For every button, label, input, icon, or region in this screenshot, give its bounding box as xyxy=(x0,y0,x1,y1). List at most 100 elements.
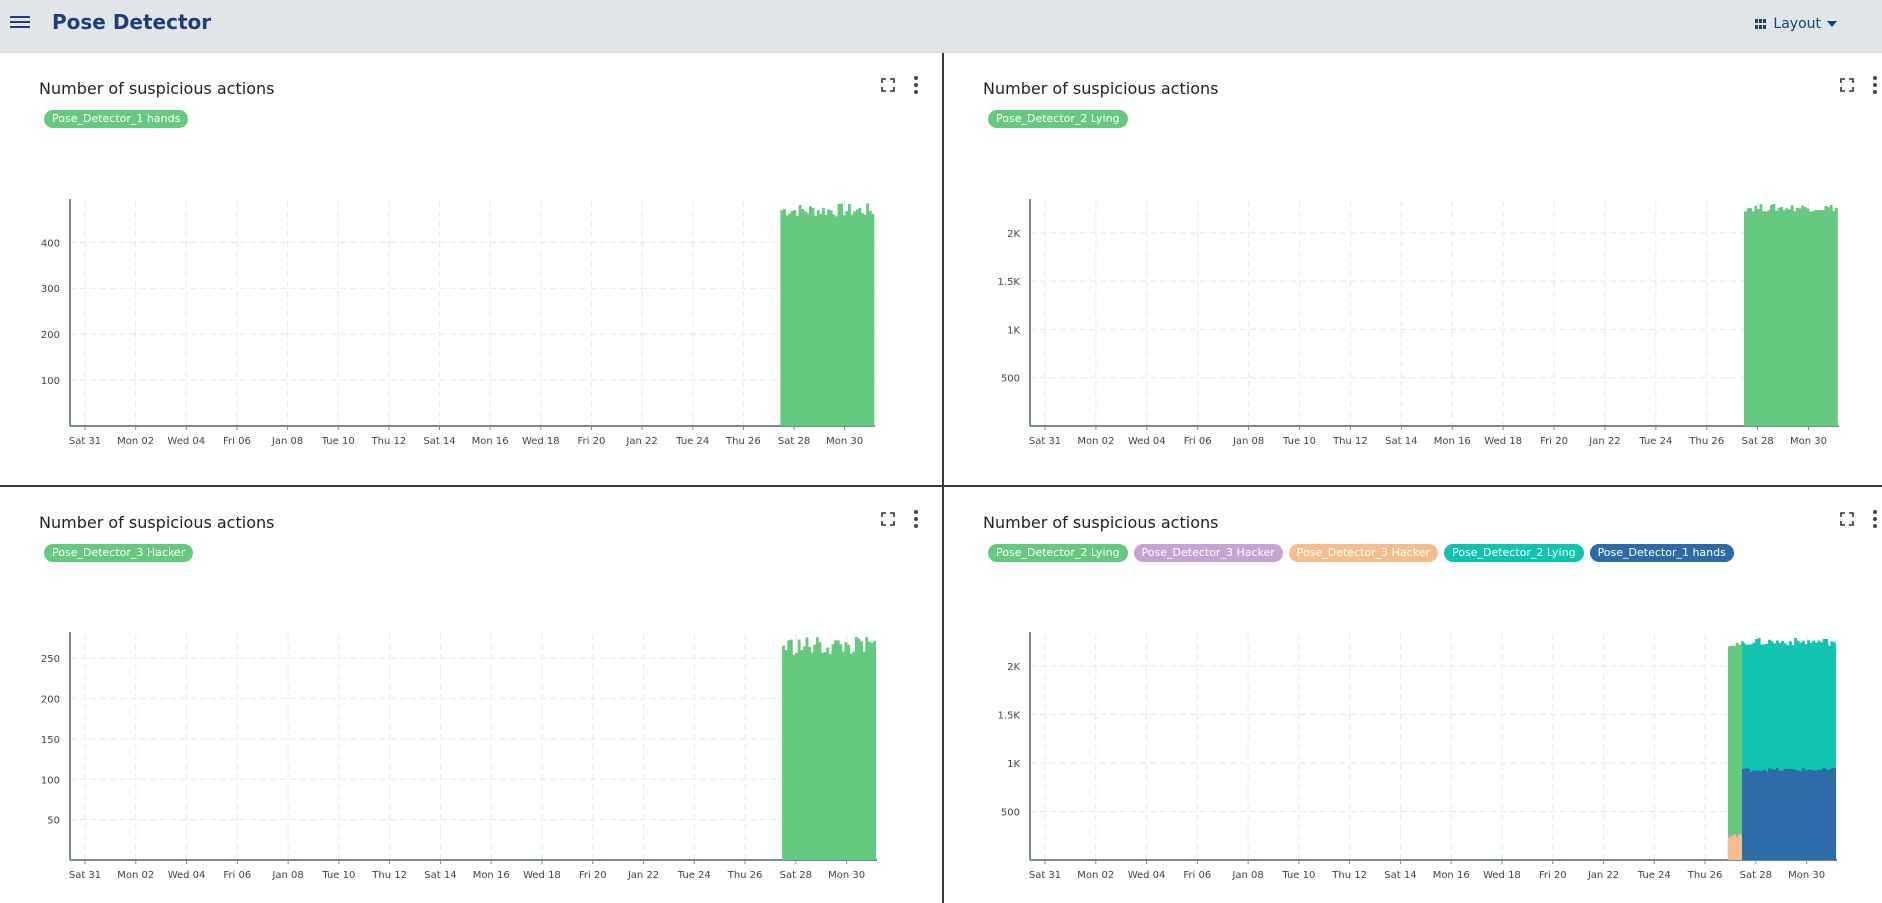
bar[interactable] xyxy=(1814,642,1818,860)
bar[interactable] xyxy=(1773,643,1777,860)
bar[interactable] xyxy=(1746,208,1750,426)
bar[interactable] xyxy=(1749,644,1753,860)
legend-chip[interactable]: Pose_Detector_2 Lying xyxy=(988,110,1128,128)
bar[interactable] xyxy=(1765,643,1769,860)
bar[interactable] xyxy=(1744,644,1748,860)
bar[interactable] xyxy=(1770,641,1774,860)
bar[interactable] xyxy=(1834,207,1838,426)
bar[interactable] xyxy=(1775,768,1779,860)
bar[interactable] xyxy=(1814,770,1818,860)
bar[interactable] xyxy=(782,645,785,860)
bar[interactable] xyxy=(1825,769,1829,860)
vertical-divider[interactable] xyxy=(942,53,944,903)
bar[interactable] xyxy=(1781,641,1784,860)
bar[interactable] xyxy=(1812,640,1816,860)
bar[interactable] xyxy=(839,644,843,860)
hamburger-icon[interactable] xyxy=(10,14,30,30)
bar[interactable] xyxy=(823,652,827,860)
bar[interactable] xyxy=(1820,642,1823,860)
bar[interactable] xyxy=(1755,770,1758,861)
bar[interactable] xyxy=(789,639,793,860)
bar[interactable] xyxy=(1783,768,1787,860)
bar[interactable] xyxy=(1782,210,1786,426)
bar[interactable] xyxy=(797,639,801,860)
bar[interactable] xyxy=(809,206,812,426)
bar[interactable] xyxy=(1796,770,1800,860)
bar[interactable] xyxy=(848,203,851,426)
bar[interactable] xyxy=(1775,640,1779,861)
bar[interactable] xyxy=(1796,640,1800,860)
bar[interactable] xyxy=(871,213,875,426)
bar[interactable] xyxy=(1817,769,1821,861)
bar[interactable] xyxy=(792,654,796,860)
bar[interactable] xyxy=(1830,768,1834,861)
bar[interactable] xyxy=(1778,770,1782,860)
bar[interactable] xyxy=(868,210,872,426)
bar[interactable] xyxy=(1808,211,1812,426)
bar[interactable] xyxy=(1733,645,1736,860)
bar[interactable] xyxy=(837,204,841,426)
bar[interactable] xyxy=(788,213,792,426)
bar[interactable] xyxy=(1770,769,1774,860)
kebab-icon[interactable] xyxy=(1872,510,1878,528)
bar[interactable] xyxy=(860,641,863,860)
bar[interactable] xyxy=(795,652,798,860)
kebab-icon[interactable] xyxy=(913,76,919,94)
bar[interactable] xyxy=(1733,834,1736,860)
bar[interactable] xyxy=(1807,769,1810,860)
bar[interactable] xyxy=(827,209,831,426)
bar[interactable] xyxy=(790,211,794,426)
bar[interactable] xyxy=(1827,769,1831,860)
bar[interactable] xyxy=(1794,769,1797,860)
expand-icon[interactable] xyxy=(1840,77,1854,96)
bar[interactable] xyxy=(1786,645,1790,860)
bar[interactable] xyxy=(842,215,846,426)
expand-icon[interactable] xyxy=(1840,511,1854,530)
bar[interactable] xyxy=(1788,209,1791,426)
bar[interactable] xyxy=(826,647,830,861)
bar[interactable] xyxy=(1747,768,1751,860)
bar[interactable] xyxy=(1799,642,1803,860)
expand-icon[interactable] xyxy=(881,511,895,530)
bar[interactable] xyxy=(1738,834,1742,860)
bar[interactable] xyxy=(1742,642,1745,860)
bar[interactable] xyxy=(1827,645,1831,860)
bar[interactable] xyxy=(863,214,867,426)
bar[interactable] xyxy=(1820,769,1823,860)
bar[interactable] xyxy=(870,642,874,860)
bar[interactable] xyxy=(1824,205,1828,426)
bar[interactable] xyxy=(857,638,861,860)
bar[interactable] xyxy=(828,654,832,860)
bar[interactable] xyxy=(796,216,799,426)
bar[interactable] xyxy=(811,208,815,426)
bar[interactable] xyxy=(1760,644,1764,860)
bar[interactable] xyxy=(1762,769,1766,860)
bar[interactable] xyxy=(803,211,807,426)
bar[interactable] xyxy=(845,211,849,426)
bar[interactable] xyxy=(808,646,811,860)
bar[interactable] xyxy=(1814,210,1817,426)
bar[interactable] xyxy=(866,203,870,427)
bar[interactable] xyxy=(1803,207,1807,426)
bar[interactable] xyxy=(1812,770,1816,860)
bar[interactable] xyxy=(787,640,791,860)
bar[interactable] xyxy=(1760,771,1764,860)
bar[interactable] xyxy=(1742,769,1745,860)
bar[interactable] xyxy=(1806,208,1810,426)
bar[interactable] xyxy=(780,210,784,426)
kebab-icon[interactable] xyxy=(1872,76,1878,94)
bar[interactable] xyxy=(1749,208,1752,426)
bar[interactable] xyxy=(1749,771,1753,860)
bar[interactable] xyxy=(805,637,809,861)
bar[interactable] xyxy=(1822,767,1826,860)
bar[interactable] xyxy=(853,211,857,426)
bar[interactable] xyxy=(1833,642,1836,860)
bar[interactable] xyxy=(1788,768,1792,860)
bar[interactable] xyxy=(1804,644,1808,860)
bar[interactable] xyxy=(815,637,819,860)
bar[interactable] xyxy=(854,637,858,860)
bar[interactable] xyxy=(1832,211,1836,426)
bar[interactable] xyxy=(1830,641,1834,860)
bar[interactable] xyxy=(1817,640,1821,860)
bar[interactable] xyxy=(1821,210,1825,426)
